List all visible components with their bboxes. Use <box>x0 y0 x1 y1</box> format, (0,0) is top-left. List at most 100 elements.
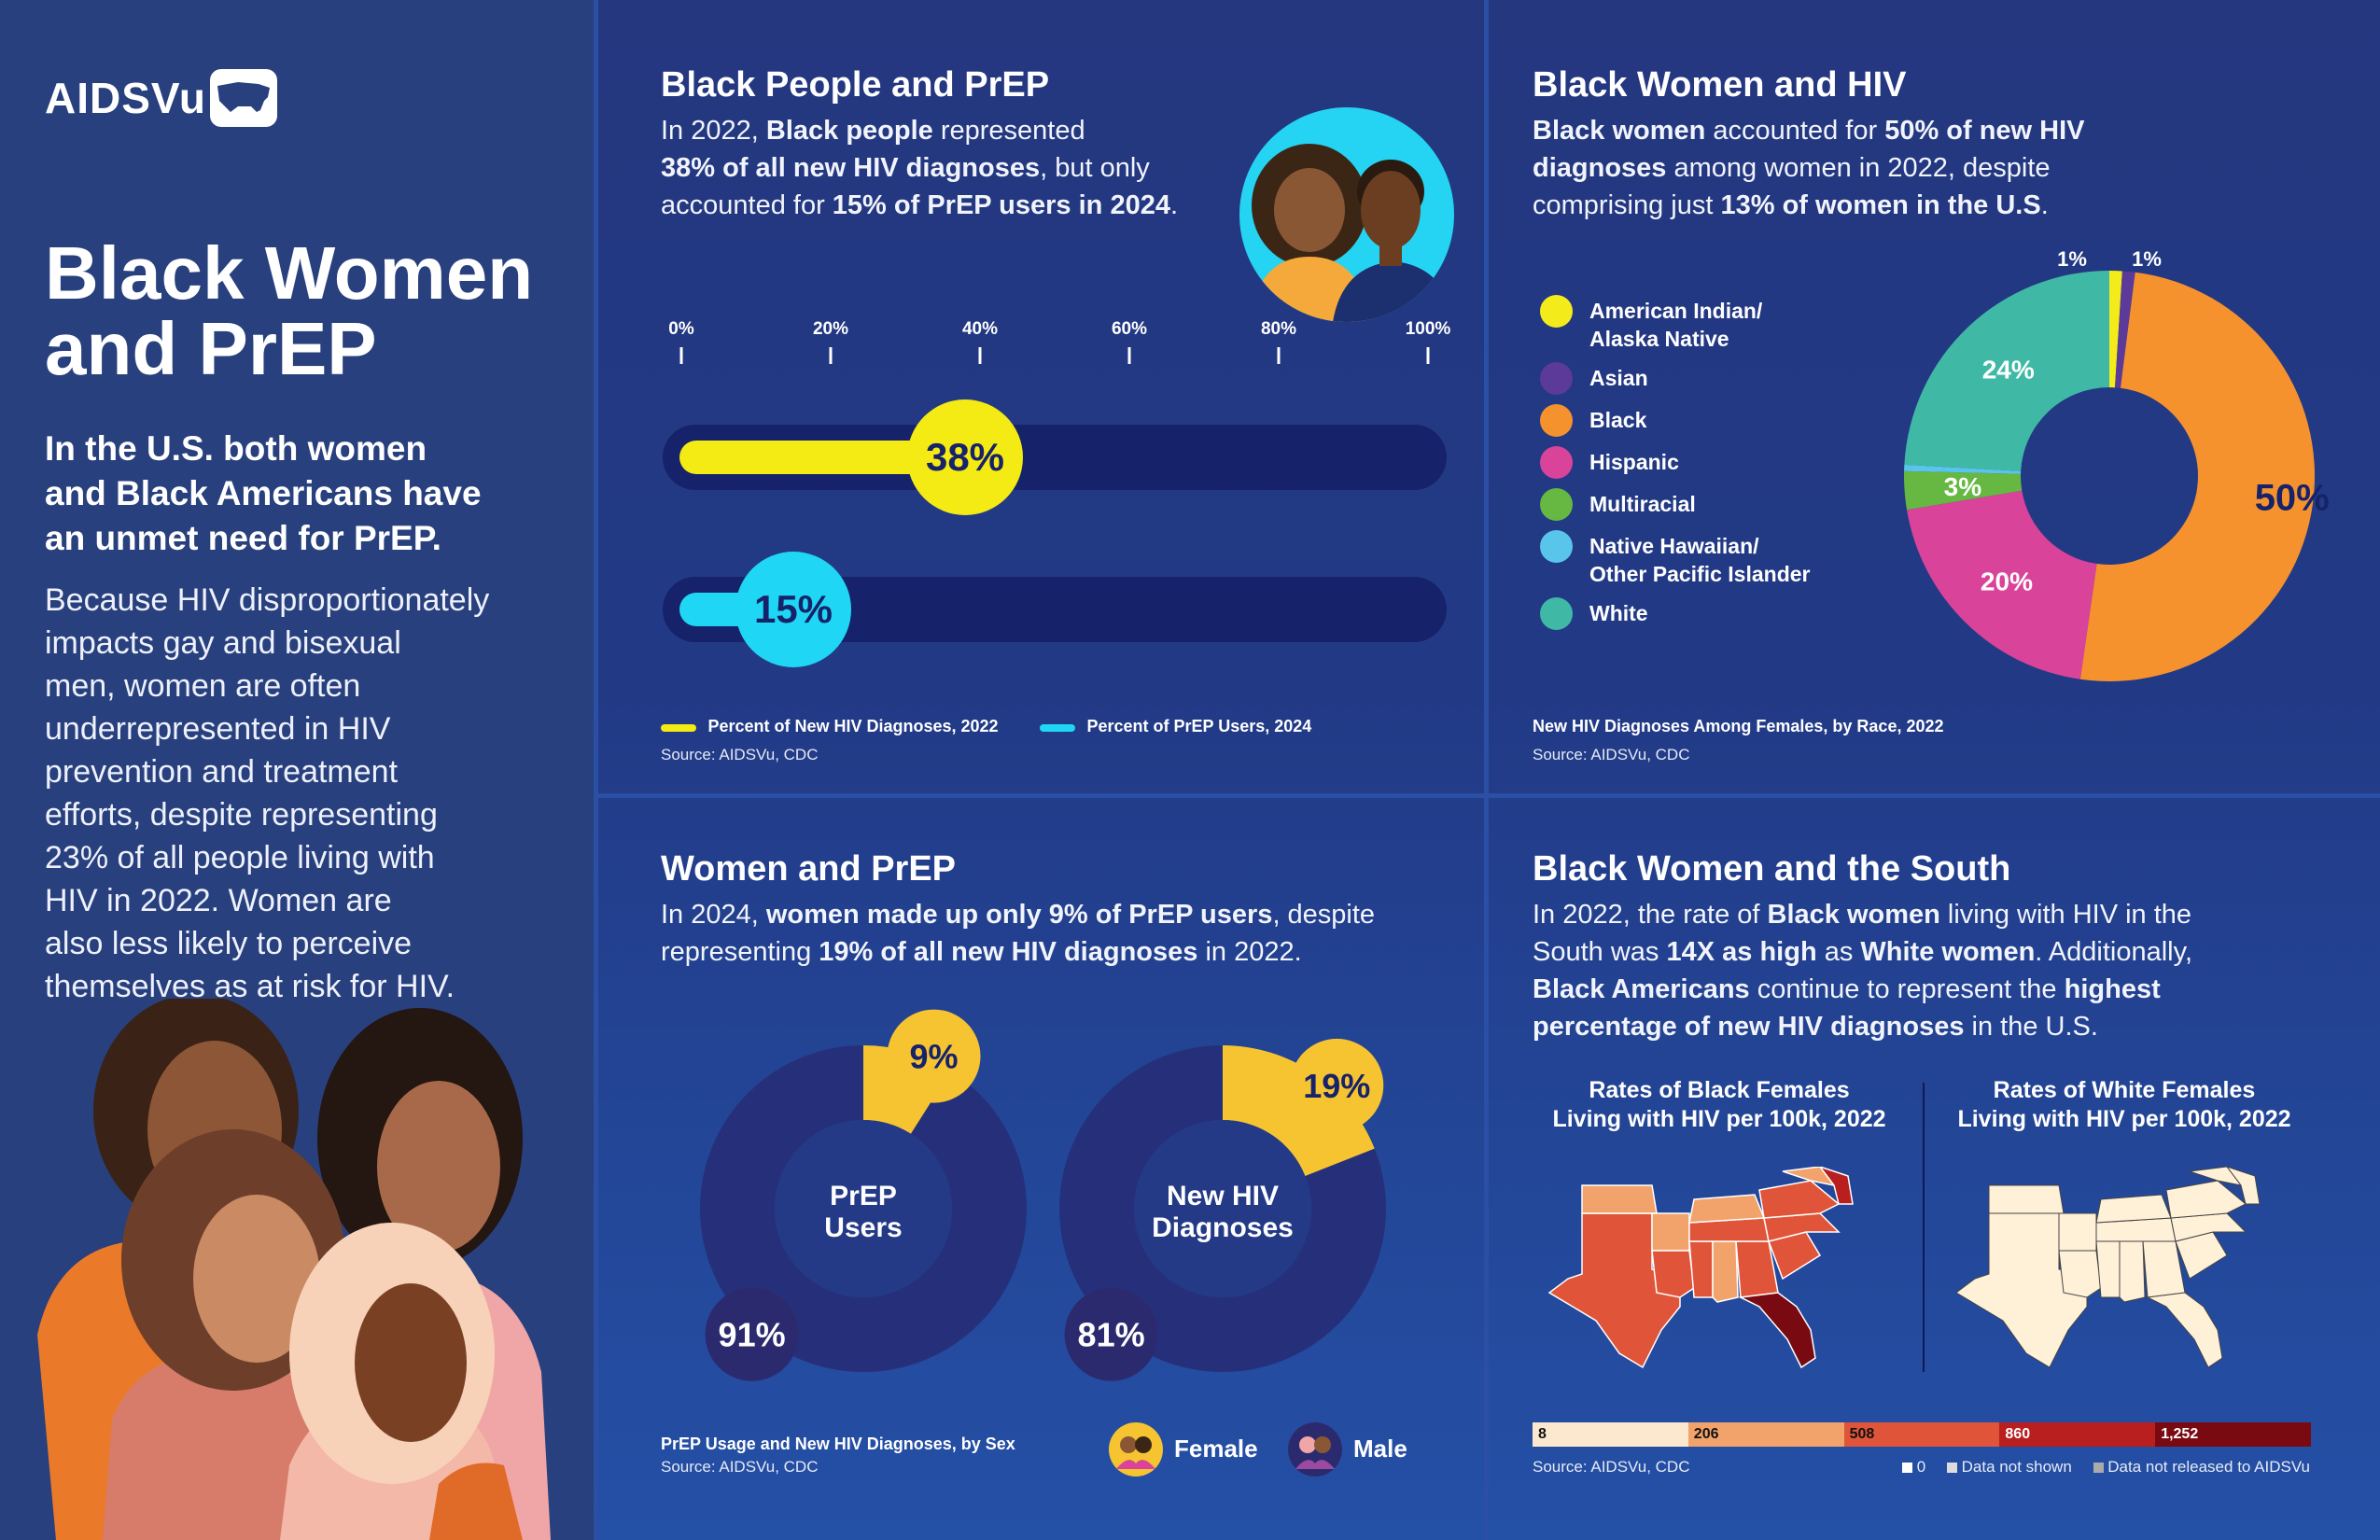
panel3-text: In 2024, women made up only 9% of PrEP u… <box>661 896 1463 971</box>
donut-hole <box>775 1120 952 1297</box>
legend-dot <box>1540 597 1573 630</box>
text-run: representing <box>661 937 819 967</box>
bold-text: 50% of new HIV <box>1884 116 2085 146</box>
legend-not-shown-label: Data not shown <box>1961 1458 2072 1476</box>
axis-tick-mark <box>1426 347 1430 364</box>
legend-dot <box>1540 488 1573 521</box>
bar-value-bubble <box>735 552 851 667</box>
female-value-label: 9% <box>909 1038 958 1076</box>
legend-label-line: Black <box>1589 408 1647 432</box>
legend-dot <box>1540 362 1573 395</box>
map-left-label-line: Living with HIV per 100k, 2022 <box>1552 1106 1886 1132</box>
left-subhead: In the U.S. both women and Black America… <box>45 427 577 561</box>
panel1-source: Source: AIDSVu, CDC <box>661 746 819 763</box>
body-line: underrepresented in HIV <box>45 711 391 747</box>
axis-tick-label: 40% <box>962 319 998 339</box>
axis-tick-label: 100% <box>1406 319 1451 339</box>
legend-dot <box>1540 295 1573 328</box>
panel2-text-line: comprising just 13% of women in the U.S. <box>1533 187 2335 224</box>
panel2-text: Black women accounted for 50% of new HIV… <box>1533 112 2335 224</box>
female-label: Female <box>1174 1435 1258 1463</box>
legend-label: Black <box>1589 404 1646 434</box>
body-line: men, women are often <box>45 668 361 704</box>
legend-swatch-diagnoses <box>661 723 696 732</box>
legend-item: American Indian/Alaska Native <box>1540 295 1857 353</box>
text-run: , despite <box>1272 900 1376 930</box>
scale-segment: 1,252 <box>2155 1422 2311 1447</box>
donut-slice <box>1904 464 2022 474</box>
bold-text: diagnoses <box>1533 153 1667 183</box>
body-line: themselves as at risk for HIV. <box>45 969 455 1004</box>
map-left-label-line: Rates of Black Females <box>1589 1077 1850 1103</box>
panel3-text-line: In 2024, women made up only 9% of PrEP u… <box>661 896 1463 933</box>
panel4-text-line: In 2022, the rate of Black women living … <box>1533 896 2354 933</box>
female-value-label: 19% <box>1303 1067 1370 1105</box>
body-line: efforts, despite representing <box>45 797 438 833</box>
legend-item: Native Hawaiian/Other Pacific Islander <box>1540 530 1857 588</box>
main-title-line1: Black Women <box>45 231 534 315</box>
male-value-label: 91% <box>719 1316 786 1354</box>
legend-label-line: Native Hawaiian/ <box>1589 534 1759 558</box>
legend-label: Multiracial <box>1589 488 1696 518</box>
donut-slice <box>2109 271 2122 388</box>
bold-text: Black Americans <box>1533 974 1750 1004</box>
map-left-label: Rates of Black Females Living with HIV p… <box>1533 1076 1906 1134</box>
legend-item: Multiracial <box>1540 488 1857 521</box>
sex-chart-title: PrEP Usage and New HIV Diagnoses, by Sex <box>661 1435 1015 1453</box>
map-right-label: Rates of White Females Living with HIV p… <box>1938 1076 2311 1134</box>
bold-text: Black people <box>765 116 933 146</box>
map-right-label-line: Rates of White Females <box>1993 1077 2256 1103</box>
map-black-females <box>1547 1167 1854 1369</box>
brand-logo-text: AIDSVu <box>45 74 206 122</box>
us-map-icon <box>210 69 277 127</box>
donut-slice <box>2079 272 2316 682</box>
donut-center-label: New HIV <box>1167 1181 1279 1211</box>
scale-segment: 8 <box>1533 1422 1688 1447</box>
legend-item: Black <box>1540 404 1857 437</box>
axis-tick-label: 80% <box>1261 319 1296 339</box>
donut-slice <box>1904 470 2023 511</box>
female-icon <box>1109 1422 1163 1477</box>
legend-item: Hispanic <box>1540 446 1857 479</box>
legend-label: Hispanic <box>1589 446 1679 476</box>
text-run: in 2022. <box>1197 937 1302 967</box>
legend-zero-swatch <box>1901 1463 1912 1474</box>
legend-label-line: Asian <box>1589 366 1648 390</box>
panel2-text-line: Black women accounted for 50% of new HIV <box>1533 112 2335 149</box>
text-run: comprising just <box>1533 190 1721 220</box>
axis-tick-label: 20% <box>813 319 848 339</box>
subhead-line: and Black Americans have <box>45 474 482 512</box>
legend-label-line: Other Pacific Islander <box>1589 562 1811 586</box>
panel2-source: Source: AIDSVu, CDC <box>1533 746 1690 763</box>
women-illustration <box>37 999 551 1540</box>
donut-value-label: 1% <box>2057 247 2087 271</box>
donut-value-label: 1% <box>2132 247 2162 271</box>
divider-vertical-1 <box>594 0 598 1540</box>
text-run: among women in 2022, despite <box>1666 153 2051 183</box>
body-line: 23% of all people living with <box>45 840 435 875</box>
scale-segment: 206 <box>1687 1422 1844 1447</box>
map-right-label-line: Living with HIV per 100k, 2022 <box>1957 1106 2291 1132</box>
bold-text: Black women <box>1533 116 1706 146</box>
donut-center-label: Diagnoses <box>1152 1212 1294 1243</box>
body-line: Because HIV disproportionately <box>45 582 490 618</box>
panel1-text: In 2022, Black people represented 38% of… <box>661 112 1258 224</box>
subhead-line: an unmet need for PrEP. <box>45 519 441 557</box>
legend-label: Asian <box>1589 362 1648 392</box>
text-run: . Additionally, <box>2035 937 2193 967</box>
bold-text: percentage of new HIV diagnoses <box>1533 1012 1965 1042</box>
bold-text: 14X as high <box>1666 937 1817 967</box>
legend-item: White <box>1540 597 1857 630</box>
bar-legend: Percent of New HIV Diagnoses, 2022 Perce… <box>661 717 1311 736</box>
legend-zero-label: 0 <box>1916 1458 1926 1476</box>
left-body: Because HIV disproportionately impacts g… <box>45 579 586 1008</box>
legend-not-released-swatch <box>2093 1463 2104 1474</box>
text-run: continue to represent the <box>1749 974 2065 1004</box>
legend-label-diagnoses: Percent of New HIV Diagnoses, 2022 <box>707 717 999 735</box>
panel3-text-line: representing 19% of all new HIV diagnose… <box>661 933 1463 971</box>
panel4-text: In 2022, the rate of Black women living … <box>1533 896 2354 1045</box>
panel4-text-line: South was 14X as high as White women. Ad… <box>1533 933 2354 971</box>
legend-label-line: Multiracial <box>1589 492 1696 516</box>
donut-center-label: Users <box>824 1212 902 1243</box>
